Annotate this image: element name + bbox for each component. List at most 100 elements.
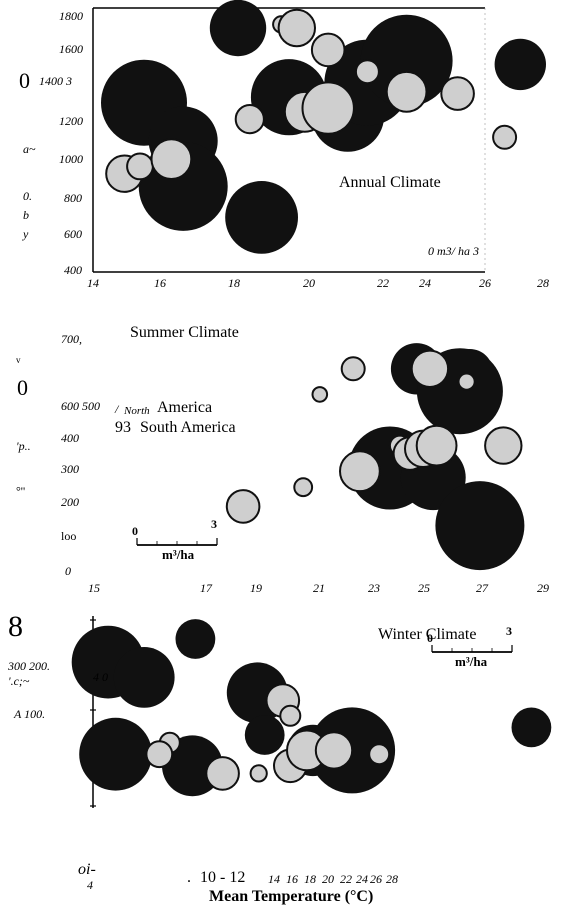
winter-stray-label: 300 200. xyxy=(8,659,50,673)
summer-light-bubble xyxy=(339,450,381,493)
winter-stray-label: 4 xyxy=(87,878,93,892)
winter-stray-label: '.c;~ xyxy=(8,674,30,688)
annual-dark-bubble xyxy=(494,38,546,91)
winter-xtick-18: 18 xyxy=(304,872,316,886)
annual-stray-label: a~ xyxy=(23,142,36,156)
winter-light-bubble xyxy=(205,756,240,791)
summer-ytick-100: loo xyxy=(61,529,77,543)
annual-xtick-28: 28 xyxy=(537,276,549,290)
annual-dark-bubble xyxy=(209,0,267,57)
winter-stray-label: . xyxy=(187,869,191,886)
winter-light-bubble xyxy=(279,704,302,727)
annual-ytick-1600: 1600 xyxy=(59,42,83,56)
winter-dark-bubble xyxy=(79,717,152,791)
annual-title: Annual Climate xyxy=(339,174,441,191)
winter-xtick-20: 20 xyxy=(322,872,334,886)
winter-title: Winter Climate xyxy=(378,626,477,643)
winter-xtick-28: 28 xyxy=(386,872,398,886)
annual-size-legend: 0 m3/ ha 3 xyxy=(428,244,479,258)
annual-light-bubble xyxy=(234,104,265,135)
annual-ytick-1000: 1000 xyxy=(59,152,83,166)
legend-north-label: America xyxy=(157,399,213,416)
winter-dark-bubble xyxy=(175,619,216,659)
annual-xtick-24: 24 xyxy=(419,276,431,290)
summer-light-bubble xyxy=(457,372,476,391)
annual-light-bubble xyxy=(310,32,346,68)
summer-size-max: 3 xyxy=(211,517,217,531)
summer-light-bubble xyxy=(340,356,366,382)
winter-xlabel: Mean Temperature (°C) xyxy=(209,888,374,905)
winter-stray-label: 4 xyxy=(93,670,99,684)
annual-panel xyxy=(92,0,546,273)
winter-dark-bubble xyxy=(511,707,552,748)
winter-stray-label: oi- xyxy=(78,861,96,878)
winter-size-scale xyxy=(431,645,513,653)
annual-light-bubble xyxy=(385,70,428,113)
annual-ytick-1400: 1400 3 xyxy=(39,74,72,88)
summer-ytick-400: 400 xyxy=(61,431,79,445)
annual-ytick-1800: 1800 xyxy=(59,9,83,23)
winter-xtick-24: 24 xyxy=(356,872,368,886)
winter-size-max: 3 xyxy=(506,624,512,638)
annual-xtick-18: 18 xyxy=(228,276,240,290)
winter-stray-label: 0 xyxy=(102,670,108,684)
summer-size-unit: m³/ha xyxy=(162,547,195,562)
winter-xtick-16: 16 xyxy=(286,872,298,886)
annual-xtick-16: 16 xyxy=(154,276,166,290)
summer-dark-bubble xyxy=(435,481,525,571)
annual-light-bubble xyxy=(126,152,154,181)
summer-stray-label: 'p.. xyxy=(16,439,31,453)
summer-stray-label: °'' xyxy=(16,484,26,498)
annual-light-bubble xyxy=(354,59,380,85)
annual-ytick-600: 600 xyxy=(64,227,82,241)
annual-stray-label: 0 xyxy=(19,68,30,93)
annual-xtick-26: 26 xyxy=(479,276,491,290)
summer-size-scale xyxy=(136,538,218,546)
summer-ytick-600-500: 600 500 xyxy=(61,399,100,413)
summer-light-bubble xyxy=(293,477,314,498)
winter-stray-label: 8 xyxy=(8,610,23,643)
summer-light-bubble xyxy=(415,424,458,467)
winter-dark-bubble xyxy=(113,647,175,708)
annual-bubbles xyxy=(101,0,546,254)
legend-north-marker: / xyxy=(115,402,119,416)
summer-xtick-19: 19 xyxy=(250,581,262,595)
annual-dark-bubble xyxy=(225,181,298,254)
summer-size-min: 0 xyxy=(132,524,138,538)
summer-xtick-17: 17 xyxy=(200,581,212,595)
summer-xtick-21: 21 xyxy=(313,581,325,595)
winter-xtick-26: 26 xyxy=(370,872,382,886)
summer-stray-label: 0 xyxy=(17,375,28,400)
annual-dark-bubble xyxy=(360,14,453,107)
winter-bubbles xyxy=(71,619,552,797)
summer-xtick-27: 27 xyxy=(476,581,488,595)
summer-ytick-0: 0 xyxy=(65,564,71,578)
winter-size-unit: m³/ha xyxy=(455,654,488,669)
annual-xtick-20: 20 xyxy=(303,276,315,290)
summer-light-bubble xyxy=(410,349,450,388)
summer-bubbles xyxy=(225,343,525,571)
annual-light-bubble xyxy=(277,8,316,48)
annual-light-bubble xyxy=(301,81,355,135)
summer-xtick-29: 29 xyxy=(537,581,549,595)
annual-light-bubble xyxy=(492,124,518,150)
winter-size-min: 0 xyxy=(427,631,433,645)
annual-stray-label: 0. xyxy=(23,189,32,203)
winter-panel xyxy=(71,616,552,808)
winter-xtick-14: 14 xyxy=(268,872,280,886)
summer-light-bubble xyxy=(225,489,261,524)
annual-stray-label: b xyxy=(23,208,29,222)
winter-light-bubble xyxy=(249,764,268,783)
summer-xtick-23: 23 xyxy=(368,581,380,595)
annual-xtick-22: 22 xyxy=(377,276,389,290)
legend-south-label: South America xyxy=(140,419,236,436)
summer-xtick-15: 15 xyxy=(88,581,100,595)
winter-stray-label: A 100. xyxy=(14,707,46,721)
summer-title: Summer Climate xyxy=(130,324,239,341)
winter-light-bubble xyxy=(368,743,391,766)
winter-light-bubble xyxy=(145,740,174,769)
annual-stray-label: y xyxy=(23,227,29,241)
winter-dark-bubble xyxy=(244,715,285,755)
legend-north-small: North xyxy=(124,405,150,417)
